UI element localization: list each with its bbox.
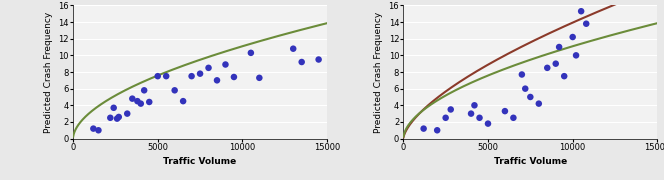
Point [144, 100, 155, 103]
Point [153, 75, 163, 78]
Point [187, 75, 197, 78]
Point [296, 60, 307, 64]
Point [114, 116, 124, 118]
Point [108, 106, 119, 109]
Point [446, 108, 456, 111]
Point [112, 117, 122, 120]
Point [550, 62, 561, 65]
Point [288, 47, 299, 50]
Point [228, 76, 239, 78]
Point [533, 102, 544, 105]
Point [542, 66, 552, 69]
Point [93, 129, 104, 132]
Point [139, 89, 149, 92]
Point [581, 22, 592, 25]
Y-axis label: Predicted Crash Frequency: Predicted Crash Frequency [44, 11, 52, 133]
Point [135, 102, 146, 105]
Point [567, 36, 578, 39]
Point [132, 100, 143, 103]
Point [520, 87, 531, 90]
Point [576, 10, 586, 13]
Point [195, 72, 205, 75]
Point [169, 89, 180, 92]
Point [483, 122, 493, 125]
Point [499, 110, 510, 112]
Point [246, 51, 256, 54]
Point [313, 58, 324, 61]
Point [161, 75, 171, 78]
Point [440, 116, 451, 119]
Point [525, 96, 536, 98]
Point [554, 46, 564, 48]
Point [508, 116, 519, 119]
Point [122, 112, 133, 115]
Point [178, 100, 189, 103]
Point [203, 66, 214, 69]
Point [212, 79, 222, 82]
Point [254, 76, 265, 79]
X-axis label: Traffic Volume: Traffic Volume [494, 157, 567, 166]
Point [474, 116, 485, 119]
Point [88, 127, 99, 130]
Point [517, 73, 527, 76]
Point [418, 127, 429, 130]
X-axis label: Traffic Volume: Traffic Volume [163, 157, 236, 166]
Point [469, 104, 480, 107]
Point [220, 63, 231, 66]
Point [432, 129, 442, 132]
Y-axis label: Predicted Crash Frequency: Predicted Crash Frequency [374, 11, 383, 133]
Point [465, 112, 476, 115]
Point [127, 97, 137, 100]
Point [105, 116, 116, 119]
Point [559, 75, 570, 78]
Point [571, 54, 582, 57]
